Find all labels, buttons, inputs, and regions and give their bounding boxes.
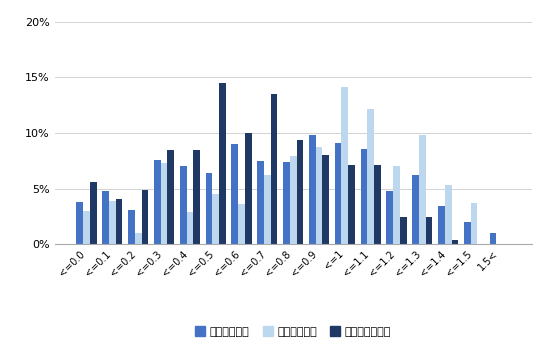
Bar [257,161,264,244]
Bar [186,212,193,244]
Bar [271,94,277,244]
Bar [341,88,348,244]
Bar [400,218,407,244]
Bar [296,140,303,244]
Bar [290,156,296,244]
Bar [135,233,141,244]
Bar [141,190,149,244]
Bar [161,163,167,244]
Bar [283,162,290,244]
Bar [116,199,122,244]
Legend: 関連トピック, 重複トピック, その他トピック: 関連トピック, 重複トピック, その他トピック [191,322,396,341]
Bar [90,182,96,244]
Bar [412,175,419,244]
Bar [322,155,329,244]
Bar [393,166,400,244]
Bar [426,218,432,244]
Bar [212,194,219,244]
Bar [219,83,226,244]
Bar [464,222,471,244]
Bar [386,191,393,244]
Bar [374,165,381,244]
Bar [109,201,116,244]
Bar [452,240,458,244]
Bar [154,160,161,244]
Bar [128,210,135,244]
Bar [490,233,496,244]
Bar [264,175,271,244]
Bar [180,166,186,244]
Bar [438,206,445,244]
Bar [445,185,452,244]
Bar [348,165,355,244]
Bar [167,150,174,244]
Bar [419,135,426,244]
Bar [238,204,245,244]
Bar [206,173,212,244]
Bar [102,191,109,244]
Bar [231,144,238,244]
Bar [471,203,477,244]
Bar [193,150,200,244]
Bar [361,149,367,244]
Bar [83,211,90,244]
Bar [77,202,83,244]
Bar [367,108,374,244]
Bar [309,135,316,244]
Bar [316,148,322,244]
Bar [245,133,252,244]
Bar [335,143,341,244]
